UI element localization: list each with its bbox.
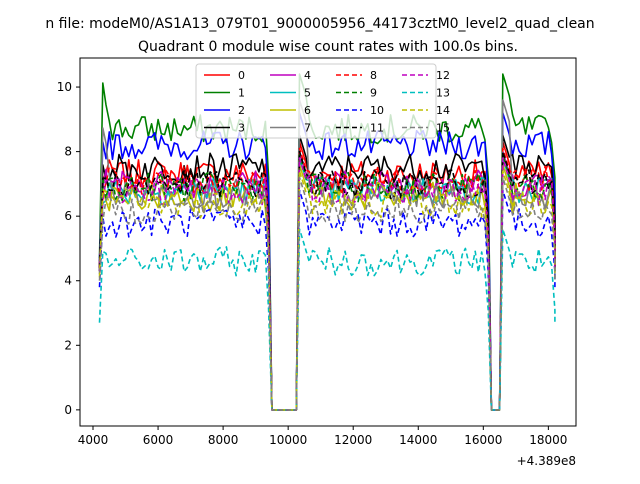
x-tick-label: 14000 — [399, 433, 437, 447]
series-lines — [98, 73, 556, 411]
y-tick-label: 4 — [64, 274, 72, 288]
x-tick-label: 12000 — [334, 433, 372, 447]
legend-label-13: 13 — [436, 87, 450, 100]
series-line-11 — [98, 150, 556, 411]
legend-label-7: 7 — [304, 122, 311, 135]
legend-label-2: 2 — [238, 104, 245, 117]
series-line-2 — [98, 112, 556, 411]
legend-label-15: 15 — [436, 122, 450, 135]
legend-label-6: 6 — [304, 104, 311, 117]
legend-label-12: 12 — [436, 69, 450, 82]
legend-label-11: 11 — [370, 122, 384, 135]
x-tick-label: 16000 — [464, 433, 502, 447]
legend-label-4: 4 — [304, 69, 311, 82]
x-offset-label: +4.389e8 — [517, 454, 576, 468]
legend-label-9: 9 — [370, 87, 377, 100]
y-tick-label: 8 — [64, 145, 72, 159]
series-line-3 — [98, 134, 556, 411]
y-tick-label: 10 — [57, 80, 72, 94]
x-axis: 4000 6000 8000 10000 12000 14000 16000 18000 — [78, 426, 567, 447]
legend-label-3: 3 — [238, 122, 245, 135]
legend-box — [195, 63, 437, 139]
legend-label-5: 5 — [304, 87, 311, 100]
chart-title: Quadrant 0 module wise count rates with … — [138, 39, 518, 55]
series-line-8 — [98, 147, 556, 411]
figure-suptitle: n file: modeM0/AS1A13_079T01_9000005956_… — [45, 16, 594, 32]
x-tick-label: 6000 — [143, 433, 174, 447]
y-tick-label: 2 — [64, 338, 72, 352]
y-tick-label: 0 — [64, 403, 72, 417]
x-tick-label: 18000 — [529, 433, 567, 447]
y-axis: 0 2 4 6 8 10 — [57, 80, 80, 417]
x-tick-label: 4000 — [78, 433, 109, 447]
series-line-13 — [98, 228, 556, 411]
legend-label-1: 1 — [238, 87, 245, 100]
series-line-12 — [98, 157, 556, 411]
plot-frame — [79, 57, 577, 427]
legend-label-0: 0 — [238, 69, 245, 82]
legend-label-8: 8 — [370, 69, 377, 82]
series-line-10 — [98, 189, 556, 411]
y-tick-label: 6 — [64, 209, 72, 223]
x-tick-label: 10000 — [269, 433, 307, 447]
series-line-9 — [98, 154, 556, 411]
legend-label-14: 14 — [436, 104, 450, 117]
legend-label-10: 10 — [370, 104, 384, 117]
x-tick-label: 8000 — [208, 433, 239, 447]
